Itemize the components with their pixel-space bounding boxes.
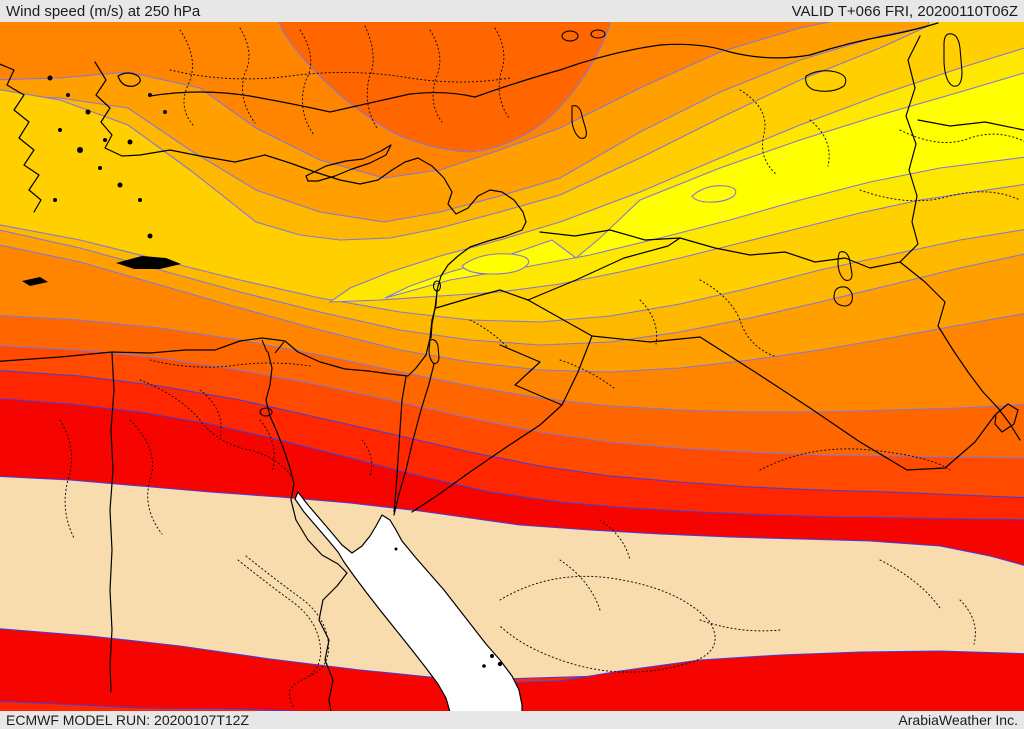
lake-van xyxy=(805,70,847,92)
anatolia-dark-orange-patch xyxy=(278,22,611,153)
black-sea-coastline xyxy=(149,22,939,113)
weather-map xyxy=(0,22,1024,711)
brand-label: ArabiaWeather Inc. xyxy=(898,712,1018,728)
admin-boundaries-dotted xyxy=(59,25,1024,709)
lake-tuz xyxy=(571,105,587,139)
band-gold xyxy=(0,22,1024,323)
nile-delta-branches xyxy=(261,339,285,354)
farasan-island xyxy=(482,664,486,668)
model-run-label: ECMWF MODEL RUN: 20200107T12Z xyxy=(6,712,249,728)
lake-urmia xyxy=(943,33,963,87)
crete-island xyxy=(116,256,181,269)
jordan-saudi-border xyxy=(411,335,593,513)
lake-qarun xyxy=(259,407,273,417)
lake-tharthar xyxy=(837,251,853,281)
turkey-lake xyxy=(561,30,579,42)
wind-speed-contour-map xyxy=(0,22,1024,711)
red-sea xyxy=(294,491,523,711)
sea-of-galilee xyxy=(432,280,442,292)
band-yellow-core xyxy=(384,72,1024,299)
sea-of-marmara xyxy=(117,72,141,87)
farasan-island xyxy=(497,661,503,667)
aegean-islands xyxy=(47,75,167,239)
iran-azerbaijan-border xyxy=(917,119,1024,131)
egypt-libya-border xyxy=(109,352,115,693)
tiran-island xyxy=(394,547,398,551)
syria-iraq-border xyxy=(527,237,681,301)
greece-coastline xyxy=(0,63,42,213)
dead-sea xyxy=(428,339,440,364)
israel-jordan-border xyxy=(393,291,438,516)
jordan-iraq-border xyxy=(527,299,593,337)
syria-jordan-border xyxy=(435,289,529,309)
egypt-israel-border xyxy=(393,376,407,513)
footer-bar: ECMWF MODEL RUN: 20200107T12Z ArabiaWeat… xyxy=(0,711,1024,729)
iraq-iran-border xyxy=(899,261,1021,441)
cyprus-island xyxy=(305,144,392,182)
yellow-lens-west xyxy=(461,253,530,275)
farasan-island xyxy=(490,654,494,658)
turkey-iran-border xyxy=(899,35,921,263)
header-bar: Wind speed (m/s) at 250 hPa VALID T+066 … xyxy=(0,0,1024,22)
turkey-lake xyxy=(590,29,606,39)
map-title: Wind speed (m/s) at 250 hPa xyxy=(6,2,201,20)
lake-razzaza xyxy=(833,286,853,307)
south-band-red xyxy=(0,628,1024,711)
yellow-lens-east xyxy=(691,185,737,203)
band-yellow-gold xyxy=(328,47,1024,303)
aegean-island xyxy=(22,277,48,286)
valid-time-label: VALID T+066 FRI, 20200110T06Z xyxy=(791,2,1018,20)
mediterranean-levant-coastline xyxy=(0,61,527,377)
nile-river xyxy=(265,351,348,711)
kuwait-border xyxy=(994,403,1019,433)
iraq-saudi-border xyxy=(591,335,996,471)
